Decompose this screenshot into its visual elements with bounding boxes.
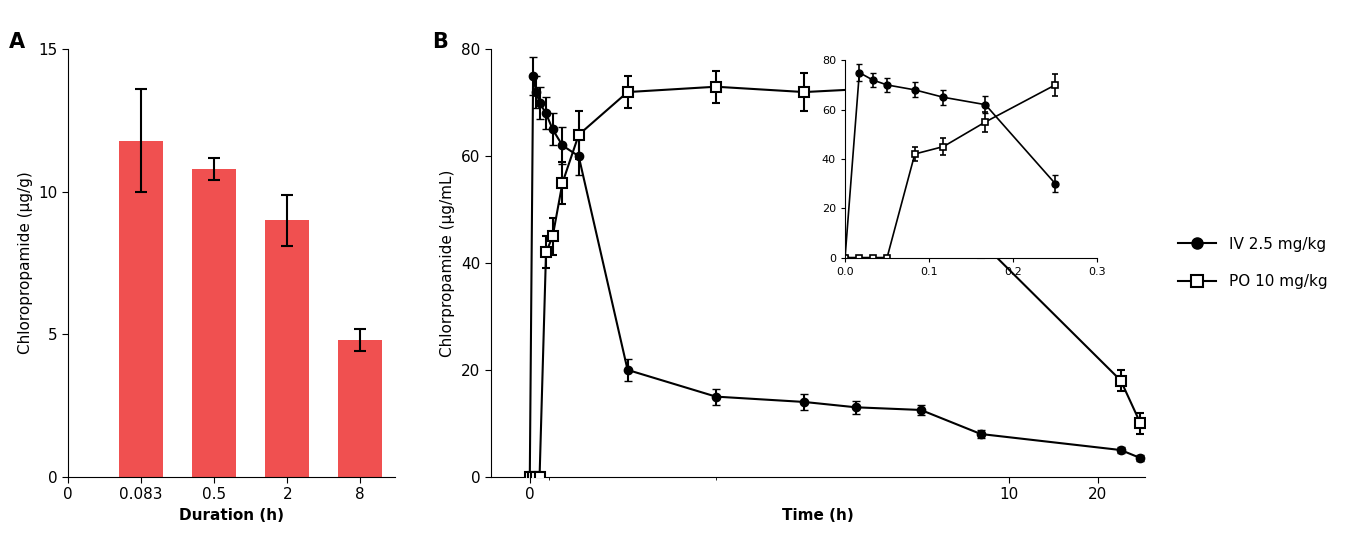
Y-axis label: Chloropropamide (μg/g): Chloropropamide (μg/g) [18, 172, 33, 355]
Text: A: A [10, 32, 26, 52]
X-axis label: Time (h): Time (h) [782, 508, 853, 523]
Y-axis label: Chlorpropamide (μg/mL): Chlorpropamide (μg/mL) [440, 169, 455, 357]
Bar [120, 140, 164, 477]
X-axis label: Duration (h): Duration (h) [179, 508, 285, 523]
Text: B: B [432, 32, 447, 52]
Bar [192, 169, 236, 477]
Bar [338, 340, 382, 477]
Legend: IV 2.5 mg/kg, PO 10 mg/kg: IV 2.5 mg/kg, PO 10 mg/kg [1172, 231, 1333, 295]
Bar [266, 220, 309, 477]
